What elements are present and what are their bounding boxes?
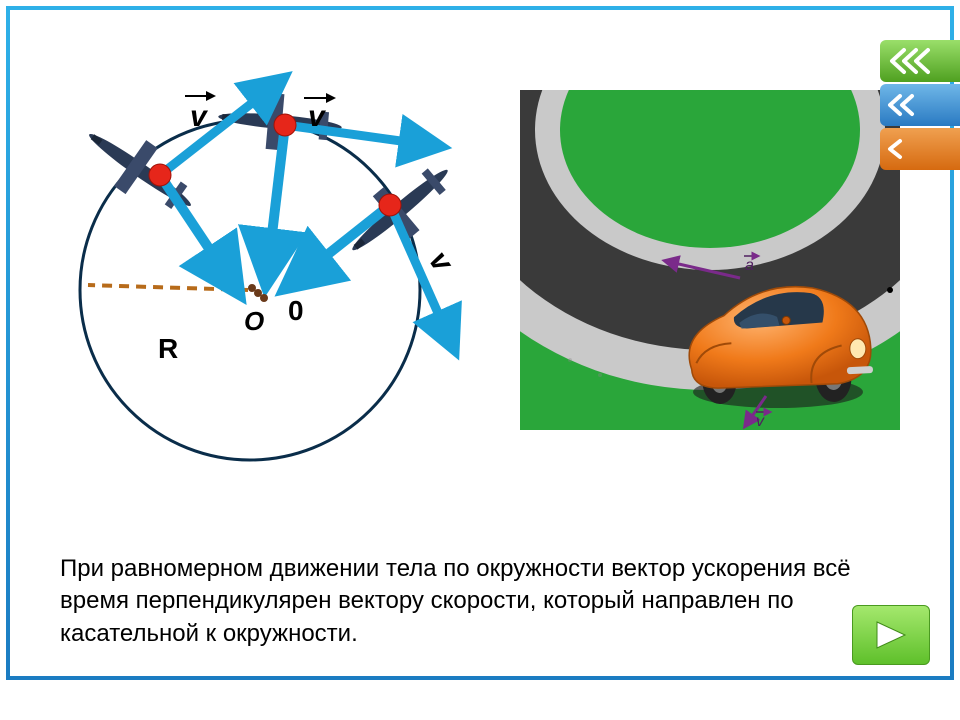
chevron-left-icon: [884, 46, 934, 76]
v-label-1-text: v: [190, 100, 209, 133]
circular-motion-diagram: v v v 0 O R: [30, 30, 470, 470]
chevron-left-icon: [884, 134, 906, 164]
caption-text: При равномерном движении тела по окружно…: [60, 553, 880, 650]
accel-label: a: [745, 257, 754, 274]
v-label-2-text: v: [308, 100, 327, 133]
ribbon-back-green[interactable]: [880, 40, 960, 82]
v-label-1: v: [185, 96, 212, 133]
road-dot: [887, 287, 893, 293]
velocity-label: v: [756, 413, 765, 430]
radius-label: R: [158, 333, 178, 364]
radius-line: [88, 285, 248, 290]
ribbon-back-orange[interactable]: [880, 128, 960, 170]
ribbon-nav: [880, 40, 960, 190]
chevron-left-icon: [884, 90, 918, 120]
center-label-o: O: [244, 306, 264, 336]
figure-row: v v v 0 O R: [30, 30, 930, 470]
v-label-3: v: [422, 245, 460, 279]
next-button[interactable]: [852, 605, 930, 665]
car-on-curve-panel: a: [520, 90, 900, 430]
center-label-zero: 0: [288, 295, 304, 326]
ribbon-back-blue[interactable]: [880, 84, 960, 126]
play-icon: [871, 618, 911, 652]
center-marker: [248, 284, 268, 302]
v-label-3-text: v: [422, 245, 460, 279]
